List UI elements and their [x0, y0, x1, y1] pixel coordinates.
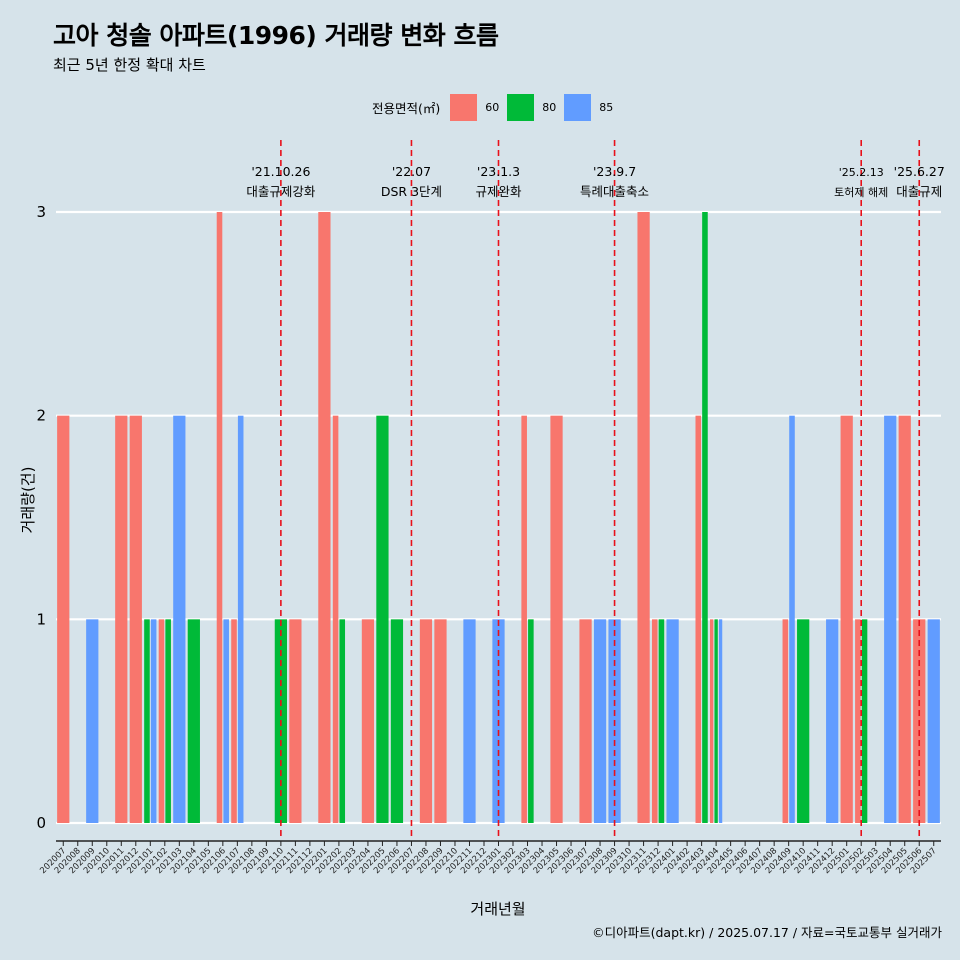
annotation-date-1: '22.07 [392, 164, 431, 179]
annotation-date-5: '25.6.27 [894, 164, 945, 179]
annotation-label-4: 토허제 해제 [834, 185, 888, 199]
annotation-label-3: 특례대출축소 [580, 184, 649, 199]
bar-85-202409 [789, 415, 795, 823]
bar-85-202009 [86, 619, 99, 823]
bar-80-202206 [390, 619, 404, 823]
legend-label-85: 85 [599, 100, 614, 114]
bar-85-202103 [173, 415, 186, 823]
bar-80-202101 [144, 619, 150, 823]
y-tick-label: 0 [36, 814, 46, 832]
bar-80-202303 [528, 619, 534, 823]
legend-swatch-80 [507, 93, 535, 121]
bar-85-202504 [884, 415, 897, 823]
bar-60-202107 [231, 619, 237, 823]
bar-60-202403 [695, 415, 702, 823]
y-tick-label: 2 [36, 407, 46, 425]
legend-item-80: 80 [507, 93, 558, 121]
y-axis-label: 거래량(건) [19, 467, 37, 534]
annotation-layer: '21.10.26 대출규제강화 '22.07 DSR 3단계 '23.1.3 규제완화 '… [246, 140, 945, 840]
bar-60-202007 [57, 415, 70, 823]
bar-60-202502 [855, 619, 861, 823]
legend-item-85: 85 [564, 93, 615, 121]
annotation-date-4: '25.2.13 [839, 166, 884, 179]
x-axis-label: 거래년월 [470, 900, 525, 918]
bar-80-202403 [702, 212, 708, 823]
bar-60-202404 [709, 619, 714, 823]
legend-swatch-60 [450, 93, 478, 121]
annotation-label-1: DSR 3단계 [381, 184, 442, 199]
bar-60-202011 [115, 415, 128, 823]
bar-60-202409 [782, 619, 789, 823]
bar-60-202204 [361, 619, 375, 823]
bar-85-202308 [593, 619, 607, 823]
caption: ©디아파트(dapt.kr) / 2025.07.17 / 자료=국토교통부 실… [592, 925, 942, 940]
chart-subtitle: 최근 5년 한정 확대 차트 [53, 56, 206, 74]
legend-title: 전용면적(㎡) [372, 100, 441, 116]
bar-80-202102 [165, 619, 171, 823]
bar-85-202412 [826, 619, 839, 823]
bar-60-202501 [840, 415, 853, 823]
bar-60-202305 [550, 415, 563, 823]
bar-85-202211 [463, 619, 476, 823]
bar-60-202209 [434, 619, 447, 823]
bar-60-202202 [332, 415, 339, 823]
annotation-date-3: '23.9.7 [593, 164, 636, 179]
annotation-label-5: 대출규제 [896, 184, 942, 199]
annotation-date-2: '23.1.3 [477, 164, 520, 179]
bar-60-202111 [289, 619, 302, 823]
legend-label-80: 80 [542, 100, 557, 114]
bar-60-202312 [651, 619, 658, 823]
annotation-label-2: 규제완화 [475, 184, 522, 199]
bar-80-202502 [861, 619, 868, 823]
bar-60-202505 [898, 415, 911, 823]
bar-60-202106 [216, 212, 223, 823]
annotation-label-0: 대출규제강화 [246, 184, 316, 199]
bar-60-202102 [158, 619, 165, 823]
legend-label-60: 60 [485, 100, 500, 114]
legend-swatch-85 [564, 93, 592, 121]
bar-85-202507 [927, 619, 940, 823]
bar-80-202205 [376, 415, 389, 823]
legend: 전용면적(㎡) 60 80 85 [372, 93, 621, 121]
bar-80-202410 [797, 619, 810, 823]
y-tick-label: 3 [36, 203, 46, 221]
bar-80-202202 [339, 619, 346, 823]
bar-60-202208 [419, 619, 433, 823]
legend-item-60: 60 [450, 93, 501, 121]
bar-60-202303 [521, 415, 527, 823]
bar-80-202404 [714, 619, 718, 823]
bar-85-202401 [666, 619, 679, 823]
chart-title: 고아 청솔 아파트(1996) 거래량 변화 흐름 [53, 21, 499, 50]
bar-80-202104 [187, 619, 200, 823]
bar-60-202201 [318, 212, 331, 823]
annotation-date-0: '21.10.26 [251, 164, 310, 179]
bar-60-202311 [637, 212, 650, 823]
bar-60-202012 [129, 415, 142, 823]
bar-85-202404 [718, 619, 723, 823]
y-tick-label: 1 [36, 610, 46, 628]
bar-80-202312 [658, 619, 665, 823]
bar-60-202307 [579, 619, 592, 823]
bar-85-202107 [237, 415, 244, 823]
bar-85-202101 [150, 619, 157, 823]
bar-85-202106 [223, 619, 229, 823]
